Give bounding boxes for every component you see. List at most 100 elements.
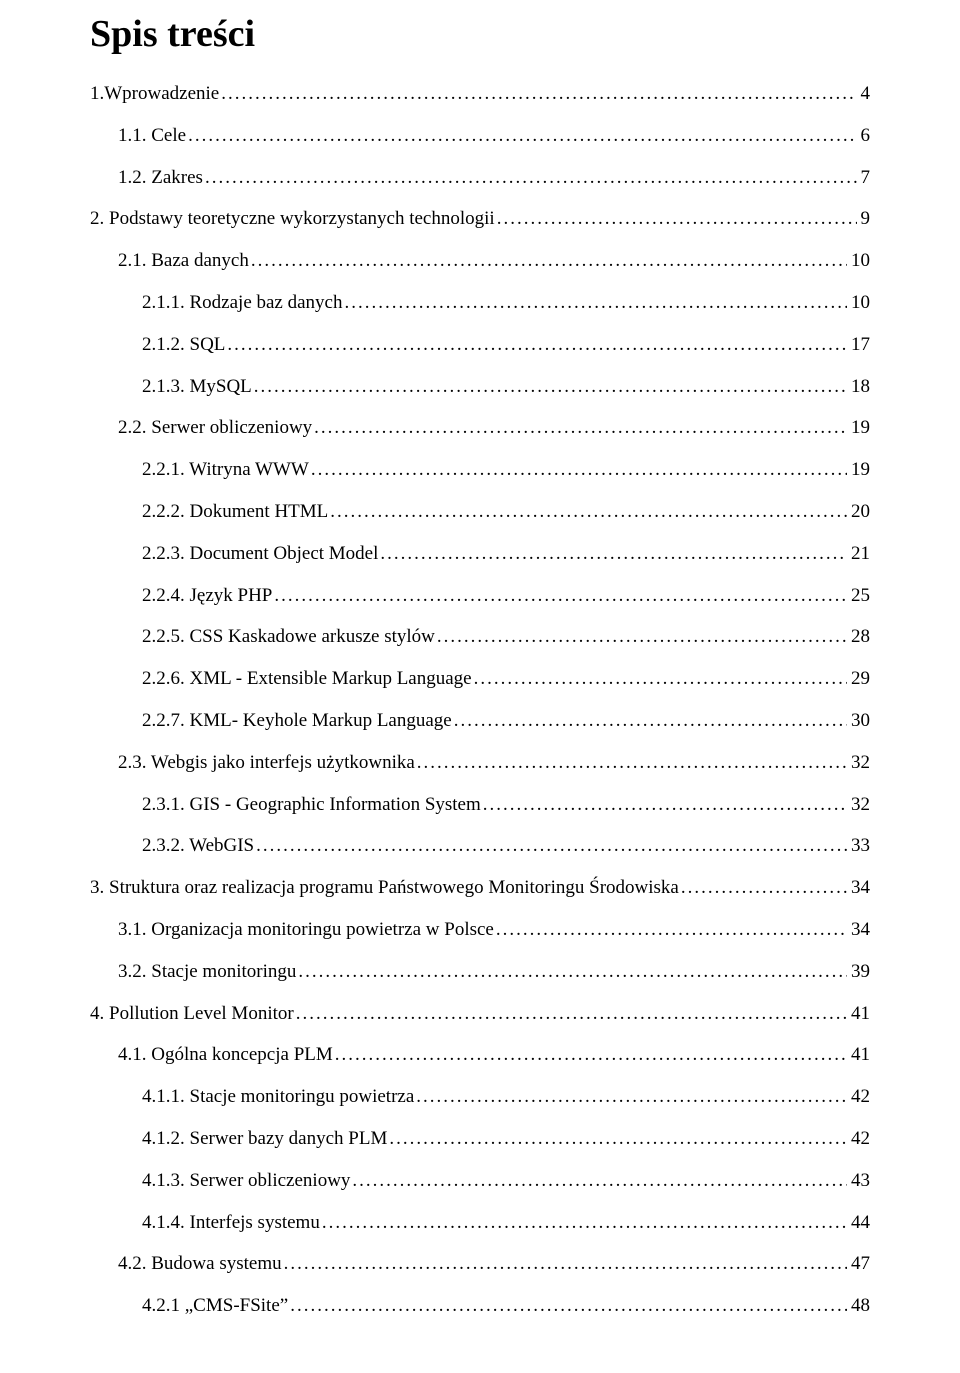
toc-entry-page: 28 <box>847 627 870 646</box>
toc-entry-label: 2.2.2. Dokument HTML <box>142 502 328 521</box>
toc-entry-label: 2.2.5. CSS Kaskadowe arkusze stylów <box>142 627 435 646</box>
toc-entry-page: 44 <box>847 1213 870 1232</box>
toc-leader-dots <box>312 418 847 437</box>
toc-entry-label: 1.1. Cele <box>118 126 186 145</box>
toc-entry: 2.1.2. SQL 17 <box>90 335 870 354</box>
toc-entry-label: 2.1.1. Rodzaje baz danych <box>142 293 342 312</box>
toc-entry-label: 2.2.6. XML - Extensible Markup Language <box>142 669 472 688</box>
toc-entry-page: 25 <box>847 586 870 605</box>
toc-entry: 1.2. Zakres 7 <box>90 168 870 187</box>
toc-leader-dots <box>679 878 847 897</box>
toc-entry: 2.3. Webgis jako interfejs użytkownika32 <box>90 753 870 772</box>
toc-leader-dots <box>186 126 856 145</box>
toc-entry-page: 33 <box>847 836 870 855</box>
toc-entry-label: 3. Struktura oraz realizacja programu Pa… <box>90 878 679 897</box>
toc-entry-label: 2.1.3. MySQL <box>142 377 252 396</box>
toc-entry-label: 2.3.1. GIS - Geographic Information Syst… <box>142 795 481 814</box>
toc-entry-page: 18 <box>847 377 870 396</box>
toc-entry-label: 4.1.4. Interfejs systemu <box>142 1213 320 1232</box>
toc-leader-dots <box>452 711 847 730</box>
toc-entry: 2.3.1. GIS - Geographic Information Syst… <box>90 795 870 814</box>
toc-leader-dots <box>342 293 847 312</box>
toc-leader-dots <box>333 1045 847 1064</box>
toc-entry-label: 3.1. Organizacja monitoringu powietrza w… <box>118 920 494 939</box>
toc-entry-label: 4.1.1. Stacje monitoringu powietrza <box>142 1087 414 1106</box>
toc-entry: 1.Wprowadzenie 4 <box>90 84 870 103</box>
toc-entry: 4.2. Budowa systemu47 <box>90 1254 870 1273</box>
toc-leader-dots <box>472 669 847 688</box>
toc-entry-page: 7 <box>857 168 871 187</box>
toc-entry-page: 21 <box>847 544 870 563</box>
toc-leader-dots <box>387 1129 847 1148</box>
toc-entry-label: 1.2. Zakres <box>118 168 203 187</box>
toc-leader-dots <box>414 1087 847 1106</box>
toc-entry-label: 2. Podstawy teoretyczne wykorzystanych t… <box>90 209 495 228</box>
toc-entry-label: 2.2. Serwer obliczeniowy <box>118 418 312 437</box>
toc-entry: 2.1.3. MySQL 18 <box>90 377 870 396</box>
toc-entry: 4.2.1 „CMS-FSite”48 <box>90 1296 870 1315</box>
toc-entry-label: 4.1. Ogólna koncepcja PLM <box>118 1045 333 1064</box>
toc-entry: 2.2.1. Witryna WWW 19 <box>90 460 870 479</box>
toc-entry-label: 4.1.2. Serwer bazy danych PLM <box>142 1129 387 1148</box>
toc-entry-page: 34 <box>847 878 870 897</box>
toc-entry-label: 1.Wprowadzenie <box>90 84 219 103</box>
toc-entry-page: 42 <box>847 1129 870 1148</box>
toc-entry: 3.2. Stacje monitoringu 39 <box>90 962 870 981</box>
toc-entry-page: 4 <box>857 84 871 103</box>
toc-entry: 3.1. Organizacja monitoringu powietrza w… <box>90 920 870 939</box>
toc-entry-page: 29 <box>847 669 870 688</box>
toc-entry-label: 2.2.4. Język PHP <box>142 586 272 605</box>
toc-entry-page: 39 <box>847 962 870 981</box>
toc-entry-label: 3.2. Stacje monitoringu <box>118 962 296 981</box>
toc-entry-page: 17 <box>847 335 870 354</box>
toc-entry: 2.1.1. Rodzaje baz danych10 <box>90 293 870 312</box>
toc-entry-page: 6 <box>857 126 871 145</box>
toc-entry-label: 2.1. Baza danych <box>118 251 249 270</box>
toc-entry-page: 42 <box>847 1087 870 1106</box>
toc-leader-dots <box>203 168 857 187</box>
toc-entry: 1.1. Cele 6 <box>90 126 870 145</box>
toc-entry-page: 19 <box>847 460 870 479</box>
toc-leader-dots <box>435 627 847 646</box>
toc-entry: 2.2.7. KML- Keyhole Markup Language30 <box>90 711 870 730</box>
toc-entry-label: 4. Pollution Level Monitor <box>90 1004 294 1023</box>
toc-leader-dots <box>254 836 847 855</box>
toc-entry: 2.2.6. XML - Extensible Markup Language 2… <box>90 669 870 688</box>
toc-leader-dots <box>296 962 847 981</box>
toc-leader-dots <box>328 502 847 521</box>
toc-leader-dots <box>309 460 847 479</box>
toc-entry-page: 47 <box>847 1254 870 1273</box>
toc-leader-dots <box>320 1213 847 1232</box>
toc-entry: 4.1.1. Stacje monitoringu powietrza 42 <box>90 1087 870 1106</box>
toc-entry-label: 2.3.2. WebGIS <box>142 836 254 855</box>
toc-entry-page: 41 <box>847 1004 870 1023</box>
title-row: Spis treści <box>90 12 870 56</box>
toc-entry: 4.1. Ogólna koncepcja PLM 41 <box>90 1045 870 1064</box>
toc-entry-page: 19 <box>847 418 870 437</box>
toc-entry-label: 2.1.2. SQL <box>142 335 225 354</box>
toc-leader-dots <box>494 920 847 939</box>
toc-entry: 2.1. Baza danych 10 <box>90 251 870 270</box>
toc-entry: 3. Struktura oraz realizacja programu Pa… <box>90 878 870 897</box>
toc-entry: 4.1.2. Serwer bazy danych PLM 42 <box>90 1129 870 1148</box>
toc-entry-page: 9 <box>857 209 871 228</box>
toc-entry-page: 48 <box>847 1296 870 1315</box>
toc-entry-page: 41 <box>847 1045 870 1064</box>
toc-leader-dots <box>495 209 857 228</box>
toc-entry: 4.1.3. Serwer obliczeniowy43 <box>90 1171 870 1190</box>
toc-entry: 2.2. Serwer obliczeniowy 19 <box>90 418 870 437</box>
toc-entry-page: 20 <box>847 502 870 521</box>
toc-leader-dots <box>225 335 847 354</box>
toc-leader-dots <box>378 544 847 563</box>
toc-entry: 2.2.2. Dokument HTML 20 <box>90 502 870 521</box>
toc-entry-page: 43 <box>847 1171 870 1190</box>
toc-entry-page: 10 <box>847 251 870 270</box>
toc-leader-dots <box>350 1171 847 1190</box>
toc-entry: 4. Pollution Level Monitor 41 <box>90 1004 870 1023</box>
toc-leader-dots <box>294 1004 847 1023</box>
toc-entry-page: 32 <box>847 795 870 814</box>
toc-entry-label: 2.2.1. Witryna WWW <box>142 460 309 479</box>
toc-entry: 4.1.4. Interfejs systemu 44 <box>90 1213 870 1232</box>
toc-leader-dots <box>481 795 847 814</box>
table-of-contents: 1.Wprowadzenie 4 1.1. Cele 6 1.2. Zakres 7 2. … <box>90 84 870 1315</box>
